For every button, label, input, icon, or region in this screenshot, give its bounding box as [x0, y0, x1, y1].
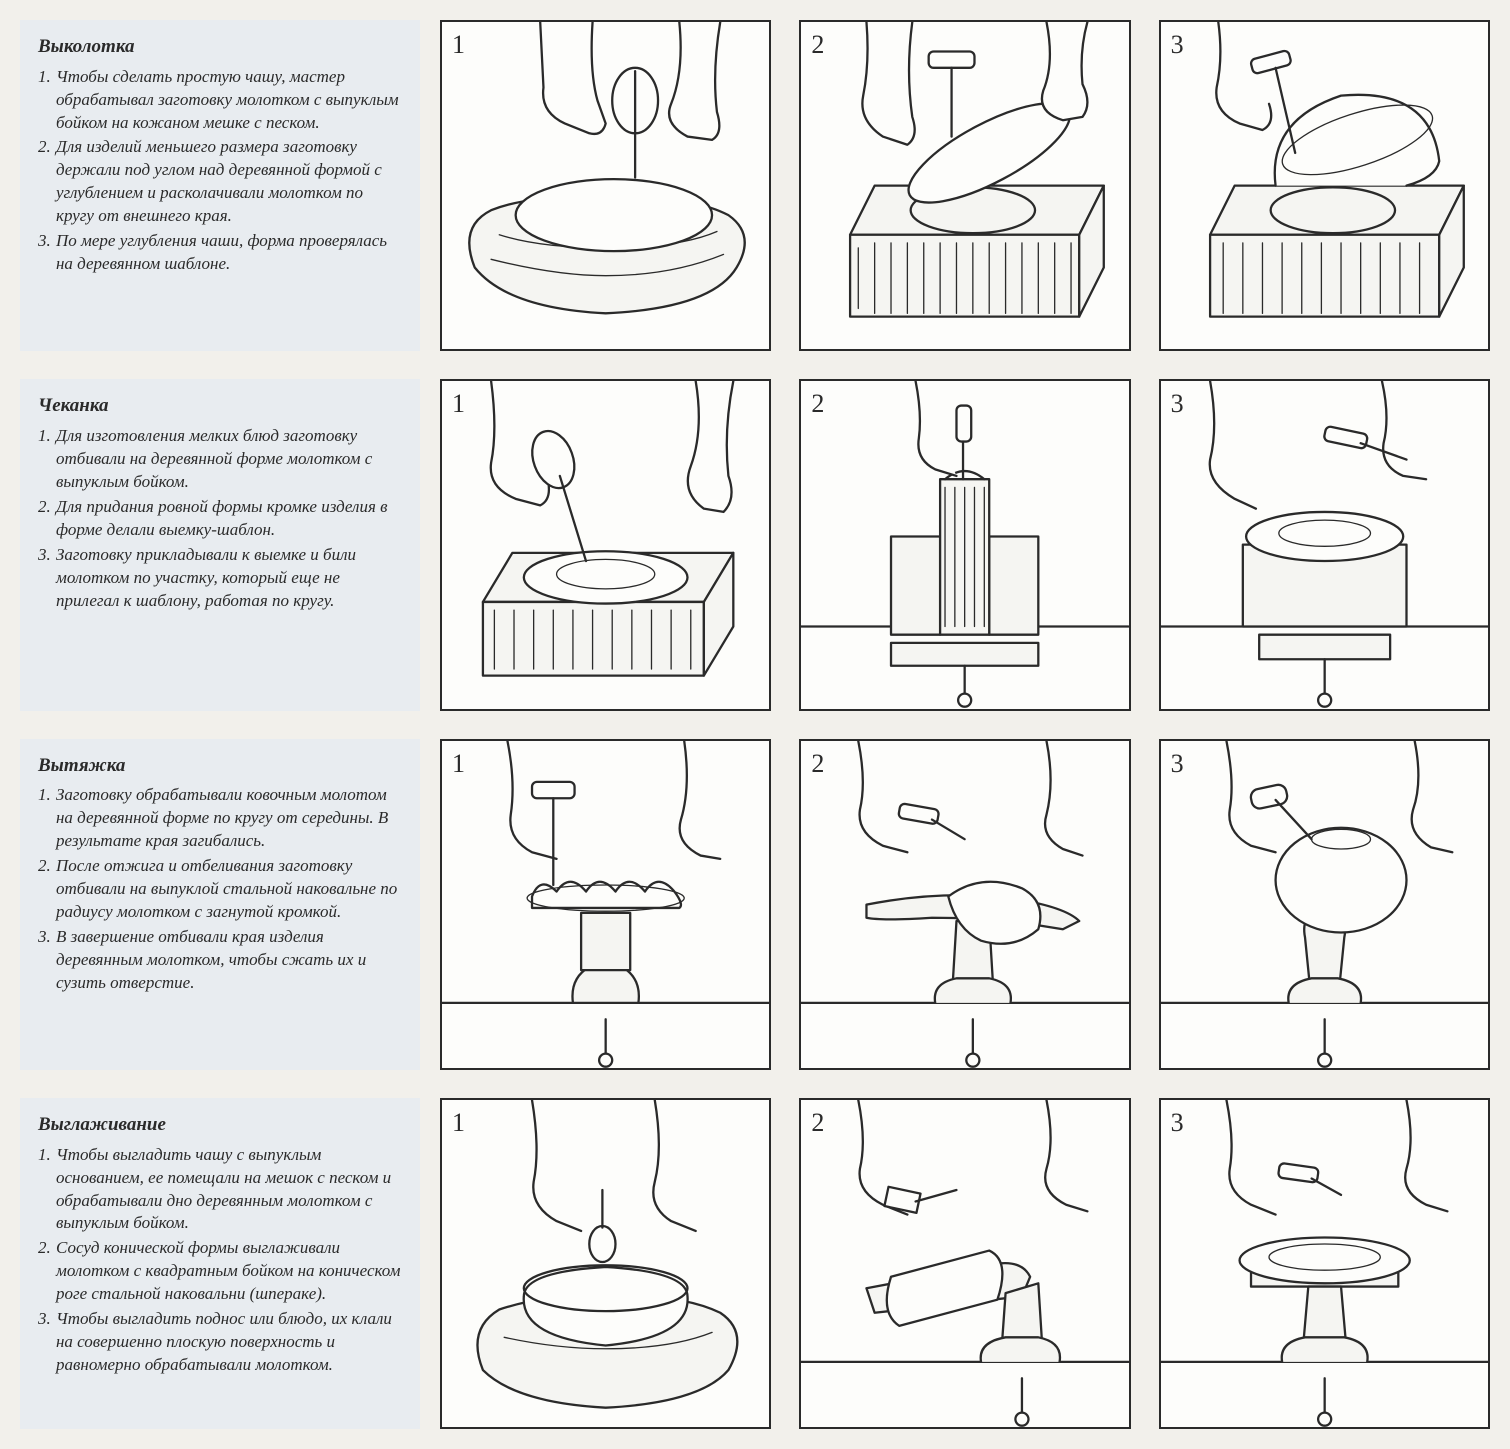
section-vyglazivanie: Выглаживание Чтобы выгладить чашу с выпу… [20, 1098, 1490, 1429]
step: Заготовку обрабатывали ковочным молотом … [38, 784, 402, 853]
title: Выглаживание [38, 1112, 402, 1138]
step: Для изделий меньшего размера заготовку д… [38, 136, 402, 228]
panel-number: 2 [811, 1108, 824, 1138]
title: Вытяжка [38, 753, 402, 779]
textblock-vykolotka: Выколотка Чтобы сделать простую чашу, ма… [20, 20, 420, 351]
step: Чтобы выгладить поднос или блюдо, их кла… [38, 1308, 402, 1377]
illustration [442, 741, 769, 1068]
step: Для изготовления мелких блюд заготовку о… [38, 425, 402, 494]
panel-number: 3 [1171, 30, 1184, 60]
textblock-vyglazivanie: Выглаживание Чтобы выгладить чашу с выпу… [20, 1098, 420, 1429]
panel-4-2: 2 [799, 1098, 1130, 1429]
panels: 1 2 [440, 20, 1490, 351]
panel-2-1: 1 [440, 379, 771, 710]
step: В завершение отбивали края изделия дерев… [38, 926, 402, 995]
page: Выколотка Чтобы сделать простую чашу, ма… [20, 20, 1490, 1429]
illustration [801, 741, 1128, 1068]
section-chekanka: Чеканка Для изготовления мелких блюд заг… [20, 379, 1490, 710]
panel-2-2: 2 [799, 379, 1130, 710]
illustration [442, 22, 769, 349]
step: Сосуд конической формы выглаживали молот… [38, 1237, 402, 1306]
illustration [442, 1100, 769, 1427]
illustration [801, 381, 1128, 708]
textblock-chekanka: Чеканка Для изготовления мелких блюд заг… [20, 379, 420, 710]
illustration [1161, 1100, 1488, 1427]
panel-2-3: 3 [1159, 379, 1490, 710]
illustration [1161, 741, 1488, 1068]
illustration [801, 22, 1128, 349]
panel-number: 3 [1171, 749, 1184, 779]
step: Чтобы выгладить чашу с выпуклым основани… [38, 1144, 402, 1236]
panel-3-3: 3 [1159, 739, 1490, 1070]
panel-number: 3 [1171, 389, 1184, 419]
title: Выколотка [38, 34, 402, 60]
panel-4-3: 3 [1159, 1098, 1490, 1429]
panels: 1 2 [440, 1098, 1490, 1429]
panel-number: 3 [1171, 1108, 1184, 1138]
textblock-vytyazhka: Вытяжка Заготовку обрабатывали ковочным … [20, 739, 420, 1070]
panel-number: 1 [452, 1108, 465, 1138]
illustration [442, 381, 769, 708]
panel-1-1: 1 [440, 20, 771, 351]
title: Чеканка [38, 393, 402, 419]
panels: 1 [440, 739, 1490, 1070]
panel-number: 1 [452, 30, 465, 60]
section-vykolotka: Выколотка Чтобы сделать простую чашу, ма… [20, 20, 1490, 351]
panel-1-2: 2 [799, 20, 1130, 351]
step: Заготовку прикладывали к выемке и били м… [38, 544, 402, 613]
panel-4-1: 1 [440, 1098, 771, 1429]
panel-number: 2 [811, 389, 824, 419]
panel-number: 2 [811, 30, 824, 60]
step: Чтобы сделать простую чашу, мастер обраб… [38, 66, 402, 135]
step: По мере углубления чаши, форма проверяла… [38, 230, 402, 276]
panel-number: 2 [811, 749, 824, 779]
illustration [1161, 381, 1488, 708]
illustration [801, 1100, 1128, 1427]
panel-number: 1 [452, 749, 465, 779]
section-vytyazhka: Вытяжка Заготовку обрабатывали ковочным … [20, 739, 1490, 1070]
panels: 1 [440, 379, 1490, 710]
illustration [1161, 22, 1488, 349]
panel-3-2: 2 [799, 739, 1130, 1070]
step: Для придания ровной формы кромке изделия… [38, 496, 402, 542]
step: После отжига и отбеливания заготовку отб… [38, 855, 402, 924]
panel-1-3: 3 [1159, 20, 1490, 351]
panel-3-1: 1 [440, 739, 771, 1070]
panel-number: 1 [452, 389, 465, 419]
